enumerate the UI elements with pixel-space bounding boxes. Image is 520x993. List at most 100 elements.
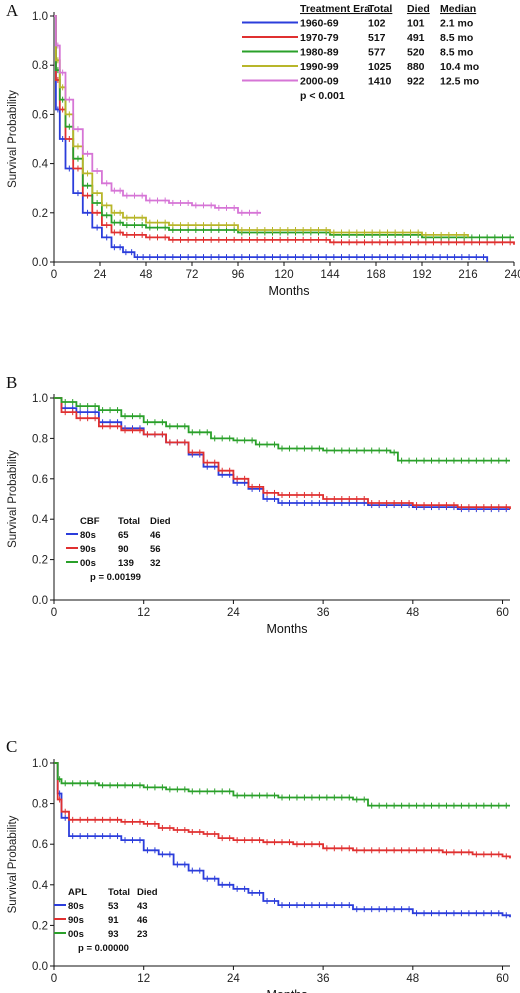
y-tick-label: 0.4 — [32, 880, 49, 892]
y-tick-label: 0.6 — [32, 839, 48, 851]
x-axis-title: Months — [267, 988, 308, 993]
legend-header: Died — [150, 516, 171, 527]
legend-cell: 1980-89 — [300, 47, 339, 59]
legend-cell: 80s — [68, 901, 84, 912]
x-tick-label: 24 — [227, 973, 240, 985]
series-1970-79 — [54, 15, 515, 246]
p-value: p = 0.00000 — [78, 943, 129, 954]
legend-cell: 46 — [137, 915, 148, 926]
legend-cell: 90 — [118, 544, 129, 555]
x-tick-label: 24 — [227, 607, 240, 619]
legend-cell: 139 — [118, 558, 134, 569]
legend-header: Treatment Era — [300, 3, 370, 15]
legend-cell: 90s — [80, 544, 96, 555]
x-tick-label: 36 — [317, 607, 330, 619]
legend-cell: 56 — [150, 544, 161, 555]
legend-cell: 577 — [368, 47, 386, 59]
series-00s — [54, 762, 510, 809]
survival-curve — [54, 762, 511, 859]
x-tick-label: 12 — [137, 607, 150, 619]
legend-header: CBF — [80, 516, 100, 527]
x-tick-label: 24 — [94, 269, 107, 281]
p-value: p = 0.00199 — [90, 572, 141, 583]
x-tick-label: 0 — [51, 607, 57, 619]
legend-cell: 46 — [150, 530, 161, 541]
legend-header: Died — [407, 3, 430, 15]
x-tick-label: 216 — [458, 269, 477, 281]
y-tick-label: 0.6 — [32, 474, 48, 486]
series-90s — [54, 762, 511, 860]
legend-header: Died — [137, 887, 158, 898]
legend-header: Median — [440, 3, 476, 15]
legend: APL Total Died 80s 53 43 90s 91 46 00s 93 23 p = 0.0… — [54, 887, 158, 954]
y-tick-label: 0.0 — [32, 257, 48, 269]
survival-curve — [54, 762, 510, 807]
panel-letter: A — [6, 1, 19, 20]
y-tick-label: 1.0 — [32, 11, 48, 23]
panel-letter: B — [6, 373, 17, 392]
legend-cell: 32 — [150, 558, 161, 569]
legend-cell: 517 — [368, 32, 386, 44]
x-tick-label: 192 — [412, 269, 431, 281]
series-90s — [54, 397, 511, 511]
legend-cell: 8.5 mo — [440, 32, 473, 44]
series-00s — [54, 397, 510, 464]
y-tick-label: 0.8 — [32, 799, 48, 811]
series-80s — [54, 762, 511, 919]
legend-cell: 00s — [68, 929, 84, 940]
legend-cell: 91 — [108, 915, 119, 926]
series-2000-09 — [54, 15, 261, 216]
x-tick-label: 36 — [317, 973, 330, 985]
y-tick-label: 0.2 — [32, 555, 48, 567]
x-tick-label: 120 — [274, 269, 293, 281]
x-tick-label: 240 — [504, 269, 520, 281]
legend-header: Total — [108, 887, 130, 898]
legend-cell: 1990-99 — [300, 61, 339, 73]
legend-cell: 8.5 mo — [440, 47, 473, 59]
legend-cell: 1970-79 — [300, 32, 339, 44]
legend-cell: 23 — [137, 929, 148, 940]
x-tick-label: 48 — [406, 973, 419, 985]
legend-header: Total — [118, 516, 140, 527]
x-axis-title: Months — [267, 622, 308, 636]
y-tick-label: 1.0 — [32, 758, 48, 770]
x-tick-label: 60 — [496, 607, 509, 619]
legend-cell: 65 — [118, 530, 129, 541]
y-tick-label: 0.2 — [32, 920, 48, 932]
chart-panel-c: C 0.0 0.2 0.4 0.6 0.8 1.0 0 12 24 36 48 60 Months Surv… — [6, 737, 511, 993]
legend-cell: 1410 — [368, 76, 392, 88]
chart-panel-b: B 0.0 0.2 0.4 0.6 0.8 1.0 0 12 24 36 48 60 Months Surv… — [6, 373, 511, 636]
y-axis-title: Survival Probability — [7, 815, 19, 913]
legend-cell: 90s — [68, 915, 84, 926]
panel-letter: C — [6, 737, 17, 756]
legend-cell: 1025 — [368, 61, 392, 73]
x-tick-label: 72 — [186, 269, 199, 281]
legend-cell: 10.4 mo — [440, 61, 479, 73]
x-tick-label: 48 — [140, 269, 153, 281]
x-tick-label: 0 — [51, 269, 57, 281]
survival-curve — [54, 762, 511, 918]
legend-cell: 101 — [407, 18, 425, 30]
legend-cell: 80s — [80, 530, 96, 541]
legend-cell: 43 — [137, 901, 148, 912]
x-tick-label: 168 — [366, 269, 385, 281]
legend-cell: 880 — [407, 61, 425, 73]
p-value: p < 0.001 — [300, 90, 345, 102]
y-tick-label: 0.4 — [32, 514, 49, 526]
y-tick-label: 0.4 — [32, 159, 49, 171]
legend-cell: 53 — [108, 901, 119, 912]
x-tick-label: 12 — [137, 973, 150, 985]
legend: CBF Total Died 80s 65 46 90s 90 56 00s 139 32 p = 0.… — [66, 516, 171, 583]
x-axis-title: Months — [269, 284, 310, 298]
x-tick-label: 96 — [232, 269, 245, 281]
survival-curve — [54, 397, 511, 510]
legend-cell: 102 — [368, 18, 386, 30]
y-tick-label: 0.6 — [32, 109, 48, 121]
y-tick-label: 1.0 — [32, 393, 48, 405]
series-1960-69 — [54, 15, 489, 262]
y-tick-label: 0.0 — [32, 961, 48, 973]
y-tick-label: 0.8 — [32, 60, 48, 72]
